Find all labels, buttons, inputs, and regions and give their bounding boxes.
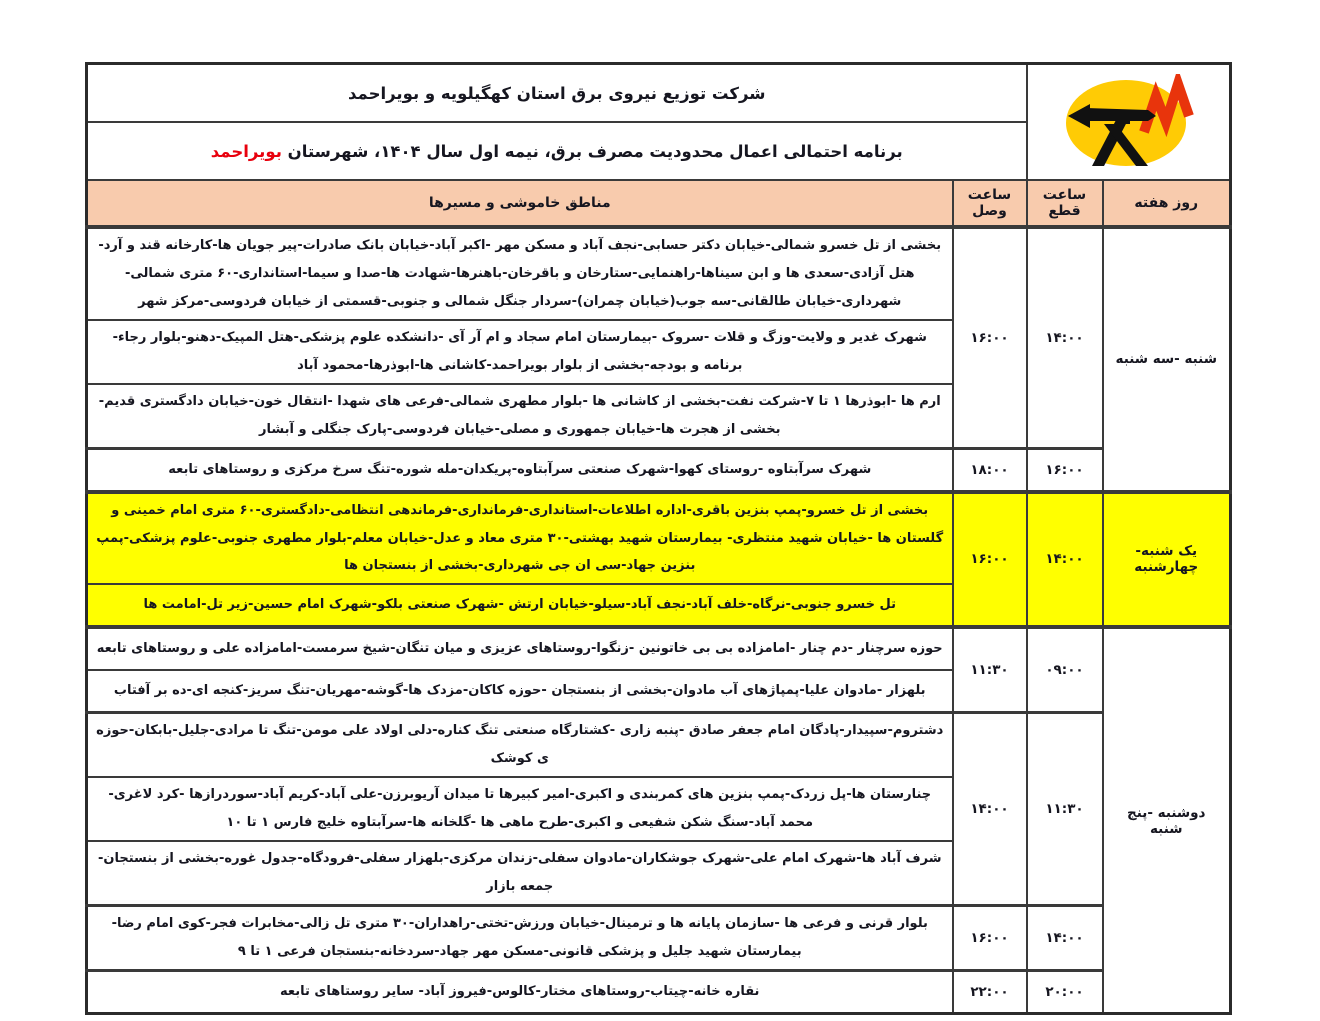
connect-time-cell: ۱۱:۳۰ xyxy=(951,625,1028,714)
cut-time-cell: ۱۱:۳۰ xyxy=(1025,711,1104,907)
areas-cell: بخشی از تل خسرو شمالی-خیابان دکتر حسابی-… xyxy=(85,225,954,321)
areas-cell: ارم ها -ابوذرها ۱ تا ۷-شرکت نفت-بخشی از … xyxy=(85,382,954,450)
schedule-row: ۱۶:۰۰ ۱۸:۰۰ شهرک سرآبتاوه -روستای کهوا-شهر… xyxy=(85,446,1230,493)
areas-cell: بلوار قرنی و فرعی ها -سازمان پایانه ها و… xyxy=(85,904,954,972)
company-logo-cell xyxy=(1025,62,1232,181)
cut-time-cell: ۱۴:۰۰ xyxy=(1025,224,1104,450)
day-cell: یک شنبه-چهارشنبه xyxy=(1101,489,1232,629)
day-cell: دوشنبه -پنج شنبه xyxy=(1101,625,1232,1015)
schedule-row: ۱۴:۰۰ ۱۶:۰۰ بلوار قرنی و فرعی ها -سازمان پ… xyxy=(85,904,1230,972)
connect-time-cell: ۱۶:۰۰ xyxy=(951,489,1028,629)
outage-schedule-table: شرکت توزیع نیروی برق استان کهگیلویه و بو… xyxy=(84,62,1232,1015)
header-row-2: برنامه احتمالی اعمال محدودیت مصرف برق، ن… xyxy=(85,121,1230,181)
column-header-connect-time: ساعت وصل xyxy=(951,179,1028,228)
areas-cell: بخشی از تل خسرو-پمپ بنزین باقری-اداره اط… xyxy=(85,489,954,586)
schedule-row: تل خسرو جنوبی-نرگاه-خلف آباد-نجف آباد-سی… xyxy=(85,583,1230,629)
areas-cell: شرف آباد ها-شهرک امام علی-شهرک جوشکاران-… xyxy=(85,840,954,907)
header-row-1: شرکت توزیع نیروی برق استان کهگیلویه و بو… xyxy=(85,62,1232,181)
schedule-row: ارم ها -ابوذرها ۱ تا ۷-شرکت نفت-بخشی از … xyxy=(85,382,1230,450)
schedule-row: شهرک غدیر و ولایت-وزگ و قلات -سروک -بیما… xyxy=(85,318,1230,385)
column-header-day: روز هفته xyxy=(1101,179,1232,228)
schedule-row: ۱۱:۳۰ ۱۴:۰۰ دشتروم-سپیدار-پادگان امام جعفر… xyxy=(85,711,1230,907)
city-name-highlight: بویراحمد xyxy=(210,141,282,161)
schedule-row: دوشنبه -پنج شنبه ۰۹:۰۰ ۱۱:۳۰ حوزه سرچنار -د… xyxy=(85,625,1232,1015)
schedule-row: شنبه -سه شنبه ۱۴:۰۰ ۱۶:۰۰ بخشی از تل خسرو ش… xyxy=(85,224,1232,493)
schedule-row: بلهزار -مادوان علیا-پمپاژهای آب مادوان-ب… xyxy=(85,669,1230,714)
day-cell: شنبه -سه شنبه xyxy=(1101,225,1232,493)
areas-cell: نقاره خانه-چیتاب-روستاهای مختار-کالوس-فی… xyxy=(85,968,954,1015)
areas-cell: تل خسرو جنوبی-نرگاه-خلف آباد-نجف آباد-سی… xyxy=(85,583,954,629)
cut-time-cell: ۱۶:۰۰ xyxy=(1025,446,1104,493)
areas-cell: شهرک سرآبتاوه -روستای کهوا-شهرک صنعتی سر… xyxy=(85,446,954,493)
schedule-row: یک شنبه-چهارشنبه ۱۴:۰۰ ۱۶:۰۰ بخشی از تل خسر… xyxy=(85,489,1232,629)
connect-time-cell: ۱۶:۰۰ xyxy=(951,224,1028,450)
areas-cell: حوزه سرچنار -دم چنار -امامزاده بی بی خات… xyxy=(85,625,954,672)
program-subtitle-text: برنامه احتمالی اعمال محدودیت مصرف برق، ن… xyxy=(281,141,903,161)
company-title: شرکت توزیع نیروی برق استان کهگیلویه و بو… xyxy=(85,62,1028,123)
power-company-logo-icon xyxy=(1036,74,1222,170)
areas-cell: بلهزار -مادوان علیا-پمپاژهای آب مادوان-ب… xyxy=(85,669,954,714)
cut-time-cell: ۱۴:۰۰ xyxy=(1025,489,1104,629)
cut-time-cell: ۲۰:۰۰ xyxy=(1025,968,1104,1015)
connect-time-cell: ۲۲:۰۰ xyxy=(951,968,1028,1015)
cut-time-cell: ۰۹:۰۰ xyxy=(1025,625,1104,714)
connect-time-cell: ۱۶:۰۰ xyxy=(951,904,1028,972)
schedule-row: چنارستان ها-پل زردک-پمپ بنزین های کمربند… xyxy=(85,776,1230,843)
cut-time-cell: ۱۴:۰۰ xyxy=(1025,904,1104,972)
company-title-text: شرکت توزیع نیروی برق استان کهگیلویه و بو… xyxy=(348,83,766,103)
column-header-row: روز هفته ساعت قطع ساعت وصل مناطق خاموشی … xyxy=(85,179,1232,228)
column-header-areas: مناطق خاموشی و مسیرها xyxy=(85,179,954,228)
schedule-row: شرف آباد ها-شهرک امام علی-شهرک جوشکاران-… xyxy=(85,840,1230,907)
connect-time-cell: ۱۸:۰۰ xyxy=(951,446,1028,493)
connect-time-cell: ۱۴:۰۰ xyxy=(951,711,1028,907)
areas-cell: دشتروم-سپیدار-پادگان امام جعفر صادق -پنب… xyxy=(85,711,954,779)
areas-cell: شهرک غدیر و ولایت-وزگ و قلات -سروک -بیما… xyxy=(85,318,954,385)
schedule-row: ۲۰:۰۰ ۲۲:۰۰ نقاره خانه-چیتاب-روستاهای مختا… xyxy=(85,968,1230,1015)
areas-cell: چنارستان ها-پل زردک-پمپ بنزین های کمربند… xyxy=(85,776,954,843)
column-header-cut-time: ساعت قطع xyxy=(1025,179,1104,228)
program-subtitle: برنامه احتمالی اعمال محدودیت مصرف برق، ن… xyxy=(85,121,1028,181)
